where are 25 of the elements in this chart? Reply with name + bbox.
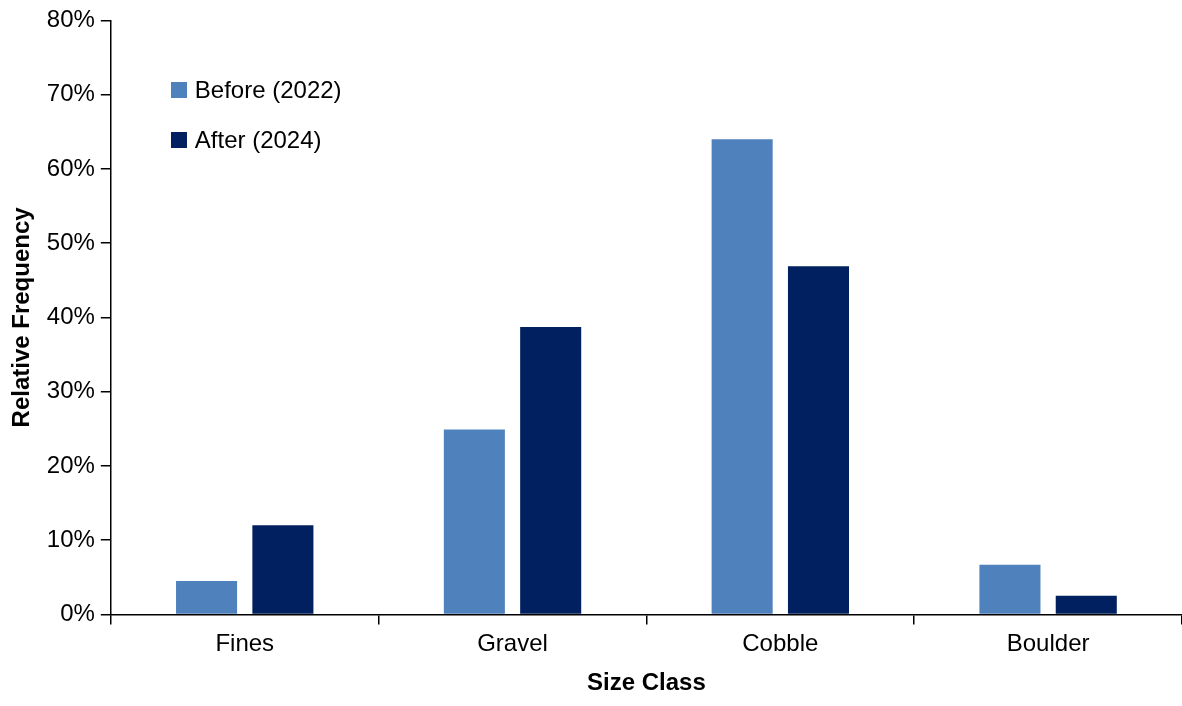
x-axis-title: Size Class xyxy=(587,668,706,696)
legend-label: After (2024) xyxy=(194,126,322,155)
y-axis-title: Relative Frequency xyxy=(7,206,35,428)
bar xyxy=(520,327,582,614)
y-tick-label: 70% xyxy=(46,79,95,107)
y-tick-label: 60% xyxy=(46,153,95,181)
bar xyxy=(443,429,505,614)
bar xyxy=(176,580,238,614)
y-tick-label: 40% xyxy=(46,302,95,330)
y-tick-label: 0% xyxy=(60,599,95,627)
y-tick-label: 20% xyxy=(46,450,95,478)
x-tick-label: Cobble xyxy=(742,629,819,657)
bar xyxy=(711,139,773,614)
y-tick-label: 50% xyxy=(46,227,95,255)
y-tick-label: 80% xyxy=(46,5,95,33)
x-tick-label: Boulder xyxy=(1006,629,1090,657)
legend-label: Before (2022) xyxy=(194,76,342,105)
bar xyxy=(979,564,1041,614)
bar xyxy=(1055,595,1117,614)
bar xyxy=(252,525,314,614)
x-tick-label: Gravel xyxy=(477,629,548,657)
y-tick-label: 10% xyxy=(46,524,95,552)
x-tick-label: Fines xyxy=(215,629,275,657)
y-tick-label: 30% xyxy=(46,376,95,404)
bar xyxy=(787,266,849,614)
